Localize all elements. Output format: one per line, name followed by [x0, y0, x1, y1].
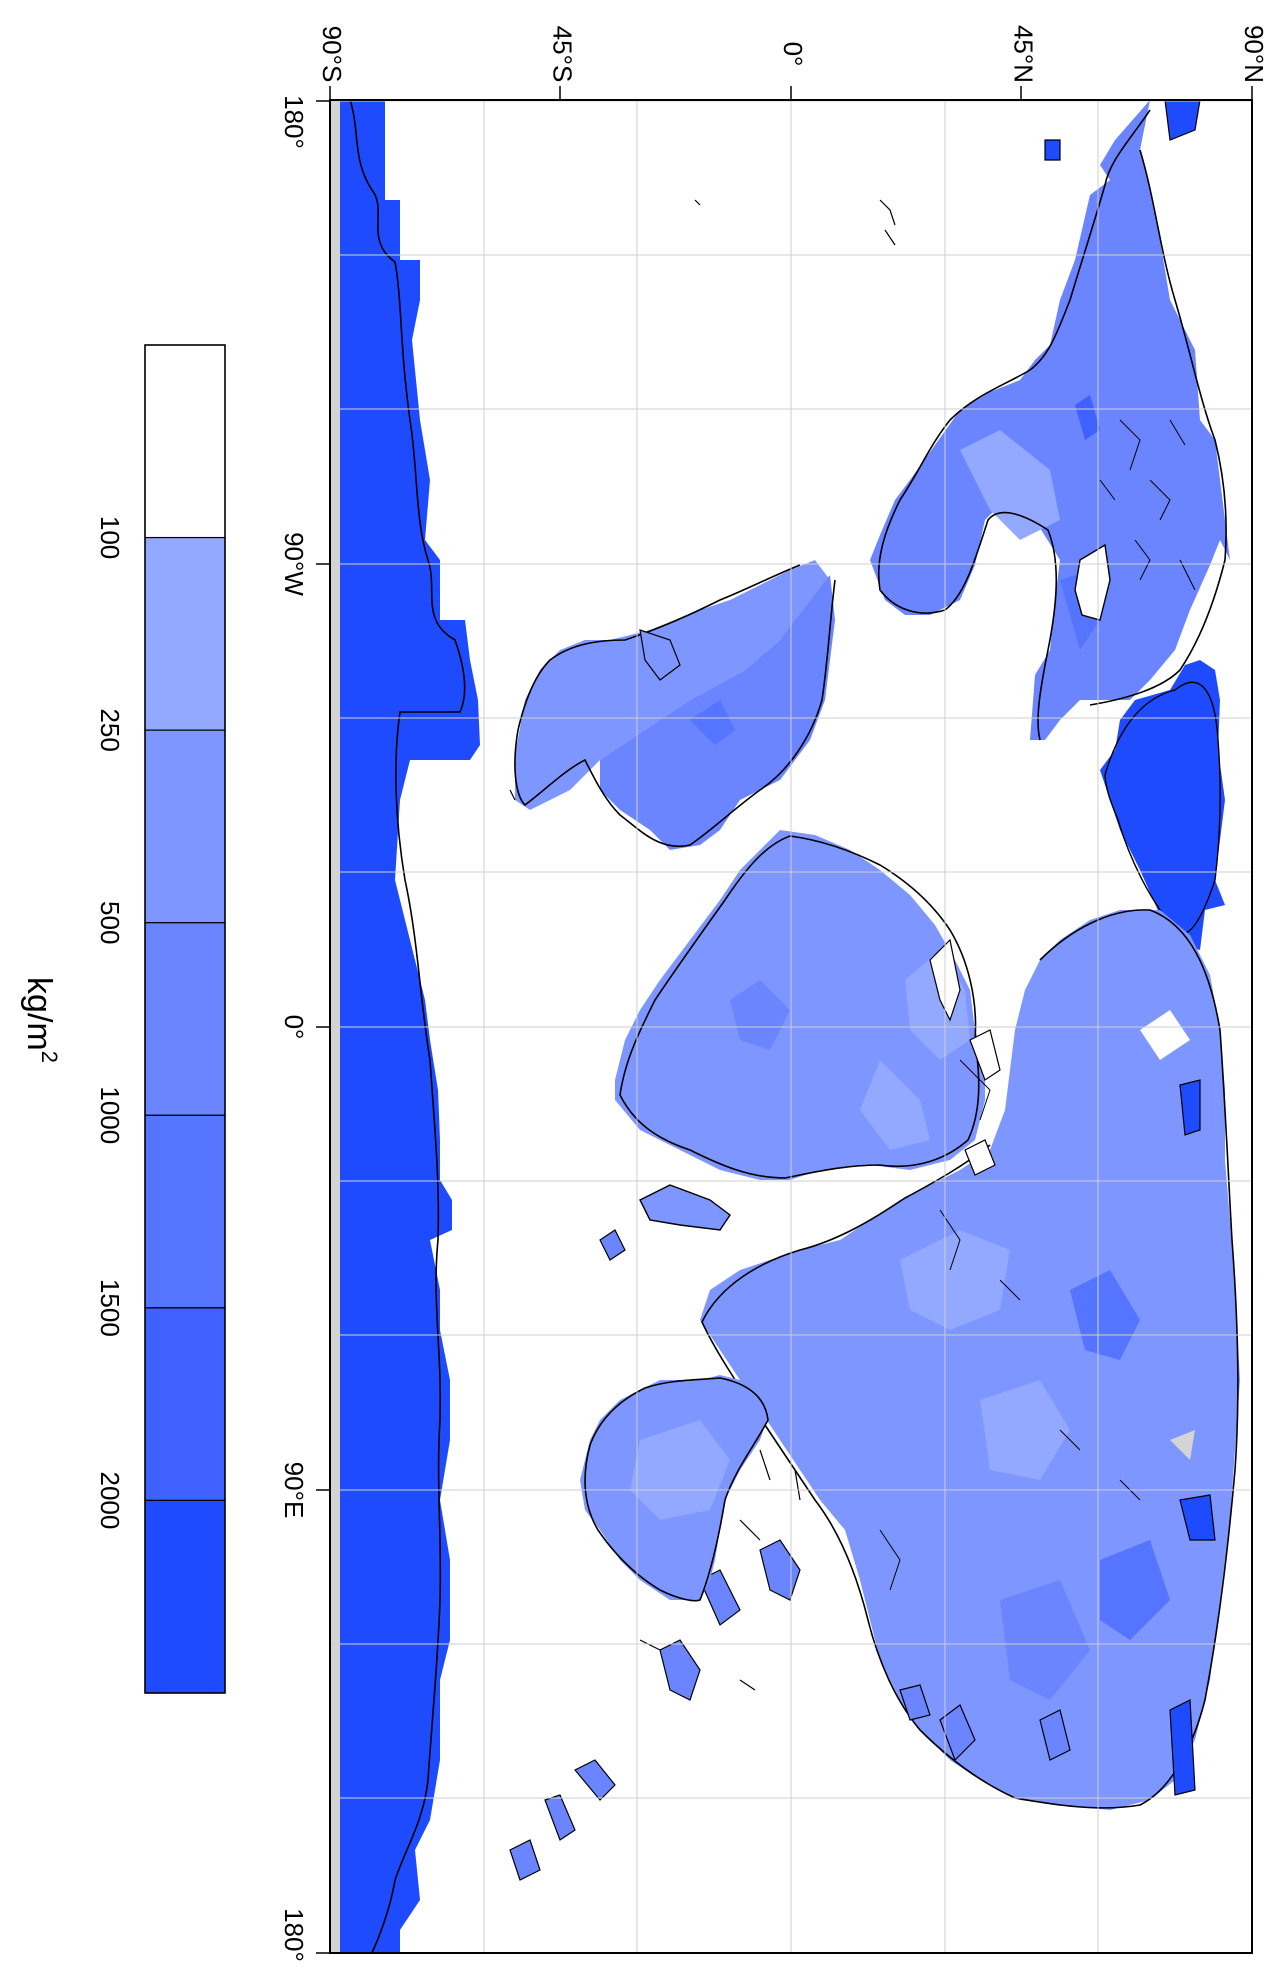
- north-america: [870, 100, 1230, 950]
- svg-text:180°: 180°: [279, 1908, 309, 1962]
- latitude-labels: 90°S 45°S 0° 45°N 90°N: [317, 25, 1268, 83]
- colorbar-frame: [144, 344, 226, 1694]
- svg-text:45°S: 45°S: [548, 26, 578, 83]
- latitude-label: 0°: [778, 42, 808, 67]
- svg-text:500: 500: [95, 901, 125, 944]
- islands: [509, 100, 1216, 1881]
- colorbar-swatch: [144, 922, 226, 1116]
- svg-text:kg/m2: kg/m2: [20, 977, 62, 1063]
- longitude-label: 180°: [279, 1908, 309, 1962]
- svg-text:90°E: 90°E: [279, 1462, 309, 1519]
- svg-text:180°: 180°: [279, 95, 309, 149]
- colorbar-tick-label: 2000: [95, 1472, 125, 1530]
- longitude-ticks: [316, 100, 330, 1954]
- map-layers: [330, 100, 1252, 1953]
- latitude-label: 45°S: [548, 26, 578, 83]
- colorbar: 100 250 500 1000 1500 2000 kg/m2: [20, 344, 226, 1694]
- latitude-ticks: [329, 86, 1253, 100]
- colorbar-swatch: [144, 536, 226, 731]
- colorbar-swatch: [144, 1499, 226, 1694]
- svg-text:90°W: 90°W: [279, 532, 309, 596]
- colorbar-tick-label: 1000: [95, 1086, 125, 1144]
- colorbar-swatches: [144, 344, 226, 1694]
- colorbar-swatch: [144, 1307, 226, 1502]
- colorbar-unit: kg/m2: [20, 977, 62, 1063]
- colorbar-tick-label: 250: [95, 708, 125, 751]
- longitude-label: 90°W: [279, 532, 309, 596]
- latitude-label: 45°N: [1009, 25, 1039, 83]
- latitude-label: 90°S: [317, 26, 347, 83]
- svg-text:0°: 0°: [279, 1015, 309, 1040]
- latitude-label: 90°N: [1239, 25, 1268, 83]
- africa: [615, 830, 985, 1231]
- gridlines: [330, 100, 1252, 1953]
- svg-text:1500: 1500: [95, 1279, 125, 1337]
- svg-text:90°S: 90°S: [317, 26, 347, 83]
- svg-text:0°: 0°: [778, 42, 808, 67]
- map-panel: 90°S 45°S 0° 45°N 90°N 180° 90°W 0° 90°E 180°: [279, 25, 1268, 1962]
- colorbar-tick-label: 500: [95, 901, 125, 944]
- longitude-label: 0°: [279, 1015, 309, 1040]
- svg-text:100: 100: [95, 516, 125, 559]
- svg-text:90°N: 90°N: [1239, 25, 1268, 83]
- unit-superscript: 2: [37, 1051, 62, 1063]
- australia: [574, 1375, 770, 1801]
- svg-text:250: 250: [95, 708, 125, 751]
- colorbar-swatch: [144, 729, 226, 924]
- colorbar-labels: 100 250 500 1000 1500 2000: [95, 516, 125, 1529]
- colorbar-swatch: [144, 344, 226, 539]
- longitude-labels: 180° 90°W 0° 90°E 180°: [279, 95, 309, 1962]
- svg-text:2000: 2000: [95, 1472, 125, 1530]
- svg-text:45°N: 45°N: [1009, 25, 1039, 83]
- colorbar-swatch: [144, 1114, 226, 1309]
- longitude-label: 90°E: [279, 1462, 309, 1519]
- colorbar-tick-label: 100: [95, 516, 125, 559]
- longitude-label: 180°: [279, 95, 309, 149]
- unit-label: kg/m: [20, 977, 58, 1051]
- colorbar-tick-label: 1500: [95, 1279, 125, 1337]
- svg-text:1000: 1000: [95, 1086, 125, 1144]
